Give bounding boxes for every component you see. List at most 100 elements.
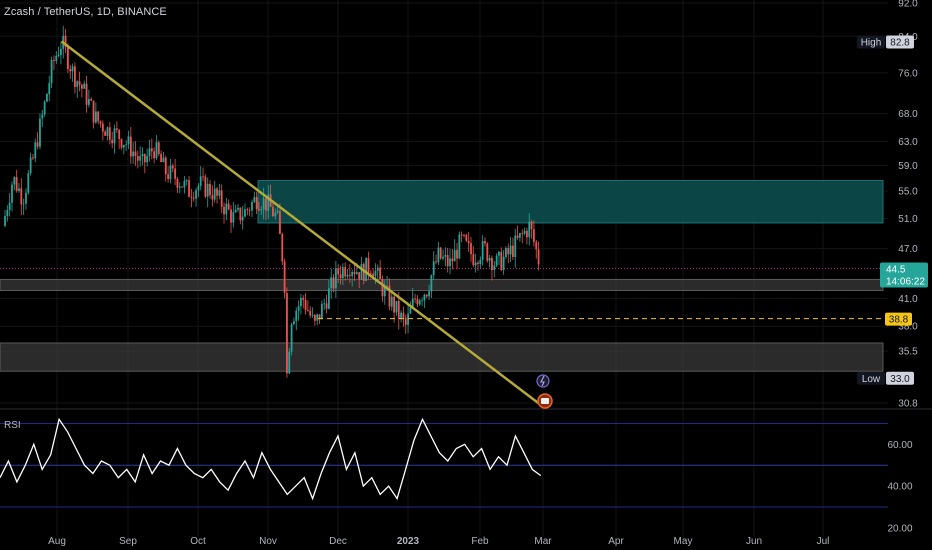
time-tick-label: Mar [534, 536, 552, 547]
candle-body [118, 129, 121, 140]
candle-body [404, 317, 407, 325]
candle-body [505, 248, 507, 258]
candle-body [150, 148, 153, 152]
trendline [60, 40, 544, 408]
candle-body [94, 111, 97, 123]
candle-body [148, 148, 151, 157]
candle-body [174, 168, 176, 179]
candle-body [293, 321, 295, 325]
candle-body [355, 272, 358, 274]
candle-body [295, 310, 298, 322]
candle-body [190, 196, 193, 198]
candle-body [155, 142, 158, 159]
candle-body [143, 154, 146, 163]
candle-body [362, 263, 365, 281]
candle-body [341, 267, 344, 279]
candle-body [64, 35, 67, 47]
candle-body [365, 257, 368, 281]
candle-body [69, 69, 72, 72]
candle-body [132, 151, 135, 157]
candle-body [451, 258, 454, 262]
candle-body [41, 114, 44, 119]
candle-body [18, 188, 20, 191]
rsi-tick-label: 20.00 [887, 523, 912, 534]
candle-body [400, 312, 402, 319]
candle-body [213, 188, 216, 200]
candle-body [526, 230, 528, 238]
candle-body [164, 157, 167, 175]
candle-body [232, 212, 235, 223]
candle-body [202, 176, 204, 178]
candle-body [416, 299, 419, 305]
candle-body [101, 123, 104, 132]
candle-body [188, 180, 190, 197]
candle-body [55, 55, 58, 62]
candle-body [390, 296, 393, 307]
candle-body [253, 197, 256, 202]
candle-body [428, 291, 430, 297]
candle-body [78, 81, 81, 85]
rsi-indicator-label[interactable]: RSI [4, 420, 21, 431]
candle-body [141, 154, 144, 157]
candle-body [244, 209, 246, 217]
price-badges: High 82.8 Low 33.0 44.514:06:22 38.8 [857, 35, 928, 385]
candle-body [486, 243, 489, 261]
candle-body [129, 136, 132, 157]
candle-body [334, 268, 337, 289]
candle-body [300, 297, 302, 307]
candle-body [383, 286, 386, 297]
candle-body [491, 257, 493, 271]
candle-body [241, 216, 244, 221]
candle-body [395, 300, 398, 313]
price-tick-label: 41.0 [898, 294, 918, 305]
price-tick-label: 38.0 [898, 322, 918, 333]
candle-body [507, 248, 510, 255]
candle-body [367, 257, 370, 273]
high-value-badge [886, 35, 914, 49]
high-label-badge-text: High [861, 38, 882, 49]
candle-body [43, 101, 46, 115]
level-badge [885, 312, 912, 326]
candle-body [15, 177, 18, 191]
countdown-timer: 14:06:22 [886, 276, 925, 287]
time-tick-label: Oct [190, 536, 206, 547]
candle-body [397, 300, 400, 319]
candle-body [206, 183, 209, 197]
price-tick-label: 51.0 [898, 214, 918, 225]
candle-body [4, 216, 6, 226]
candle-body [430, 275, 433, 292]
low-value-badge [886, 371, 914, 385]
candle-body [36, 142, 39, 147]
candle-body [493, 265, 496, 271]
candle-body [113, 128, 116, 144]
candle-body [237, 207, 239, 210]
candle-body [108, 127, 111, 140]
candle-body [474, 262, 477, 266]
candle-body [388, 285, 391, 307]
candle-body [171, 165, 174, 169]
symbol-title[interactable]: Zcash / TetherUS, 1D, BINANCE [4, 6, 167, 18]
candle-body [376, 267, 379, 271]
candle-body [379, 267, 382, 280]
candle-body [307, 309, 309, 311]
candle-body [521, 233, 524, 234]
candle-body [223, 206, 225, 215]
candle-body [265, 198, 267, 211]
candle-body [402, 312, 405, 318]
candle-body [134, 151, 137, 157]
candle-body [255, 197, 258, 209]
candle-body [358, 272, 361, 280]
candle-body [456, 249, 458, 259]
chart-grid [0, 0, 932, 537]
candle-body [120, 139, 123, 148]
candle-body [267, 194, 270, 211]
rsi-pane [0, 417, 888, 508]
time-axis[interactable]: Aug Sep Oct Nov Dec 2023 Feb Mar Apr May Jun Jul [48, 536, 829, 547]
candle-body [92, 100, 95, 123]
support-zone [0, 342, 884, 372]
candle-body [533, 229, 535, 242]
low-label-badge [857, 371, 885, 385]
price-tick-label: 68.0 [898, 109, 918, 120]
candle-body [467, 240, 470, 243]
